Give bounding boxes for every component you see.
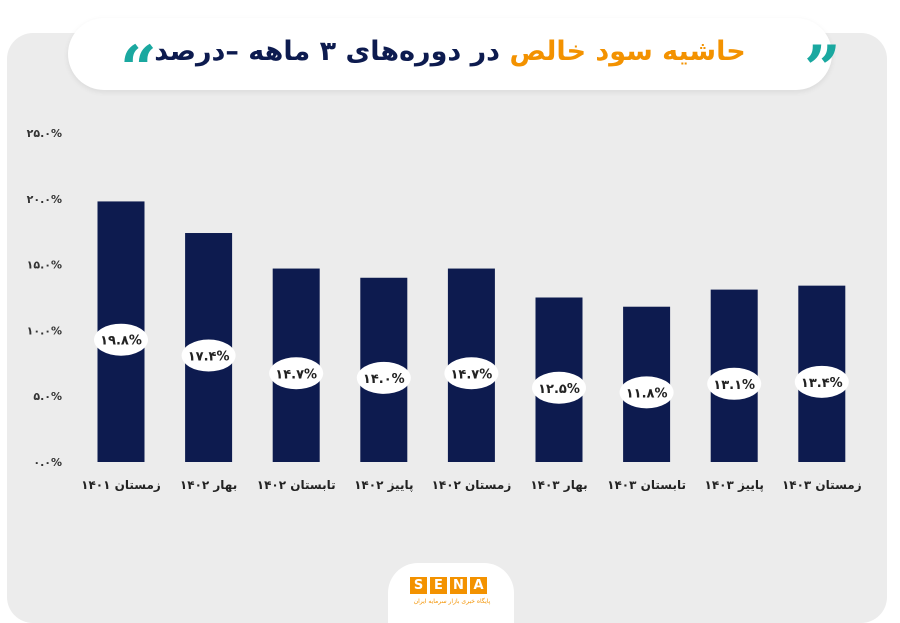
x-tick-label: بهار ۱۴۰۲ <box>180 478 237 492</box>
y-tick-label: ۱۰.۰% <box>27 324 62 337</box>
x-tick-label: پاییز ۱۴۰۳ <box>705 478 764 492</box>
data-label: ۱۴.۰% <box>363 372 405 387</box>
data-label: ۱۴.۷% <box>451 367 493 382</box>
logo-letter-e: E <box>430 577 447 594</box>
data-label: ۱۲.۵% <box>538 382 580 397</box>
x-tick-label: تابستان ۱۴۰۲ <box>257 478 336 492</box>
data-label: ۱۳.۴% <box>801 376 843 391</box>
x-tick-label: زمستان ۱۴۰۱ <box>81 478 161 492</box>
logo-subtitle: پایگاه خبری بازار سرمایه ایران <box>413 598 491 605</box>
title-rest: در دوره‌های ۳ ماهه –درصد <box>154 36 501 67</box>
data-label-bubble <box>94 323 148 356</box>
open-quote-icon: “ <box>120 32 157 107</box>
x-tick-label: تابستان ۱۴۰۳ <box>607 478 686 492</box>
logo-letters: S E N A <box>410 577 487 594</box>
data-label-bubble <box>619 376 674 409</box>
title-highlight: حاشیه سود خالص <box>509 36 746 67</box>
x-tick-label: زمستان ۱۴۰۲ <box>432 478 512 492</box>
data-label-bubble <box>356 361 411 394</box>
data-label: ۱۳.۱% <box>713 378 755 393</box>
y-tick-label: ۲۵.۰% <box>27 127 62 140</box>
logo-letter-a: A <box>470 577 487 594</box>
x-tick-label: بهار ۱۴۰۳ <box>530 478 587 492</box>
data-label-bubble <box>444 357 499 390</box>
data-label-bubble <box>532 371 586 404</box>
logo-letter-n: N <box>450 577 467 594</box>
data-label: ۱۱.۸% <box>626 386 668 401</box>
close-quote-icon: ” <box>804 32 841 107</box>
y-tick-label: ۵.۰% <box>33 390 62 403</box>
data-label: ۱۷.۴% <box>188 350 230 365</box>
x-tick-label: پاییز ۱۴۰۲ <box>354 478 413 492</box>
data-label: ۱۴.۷% <box>275 367 317 382</box>
y-tick-label: ۱۵.۰% <box>27 259 62 272</box>
data-label-bubble <box>181 339 236 372</box>
y-tick-label: ۰.۰% <box>33 456 62 469</box>
data-label-bubble <box>707 367 762 400</box>
chart-title: حاشیه سود خالص در دوره‌های ۳ ماهه –درصد <box>68 36 832 67</box>
title-banner: حاشیه سود خالص در دوره‌های ۳ ماهه –درصد … <box>68 18 841 102</box>
x-tick-label: زمستان ۱۴۰۳ <box>782 478 862 492</box>
y-tick-label: ۲۰.۰% <box>27 193 62 206</box>
sena-logo: S E N A پایگاه خبری بازار سرمایه ایران <box>388 563 514 623</box>
data-label-bubble <box>794 365 849 398</box>
data-label-bubble <box>269 357 324 390</box>
logo-letter-s: S <box>410 577 427 594</box>
data-label: ۱۹.۸% <box>100 334 142 349</box>
